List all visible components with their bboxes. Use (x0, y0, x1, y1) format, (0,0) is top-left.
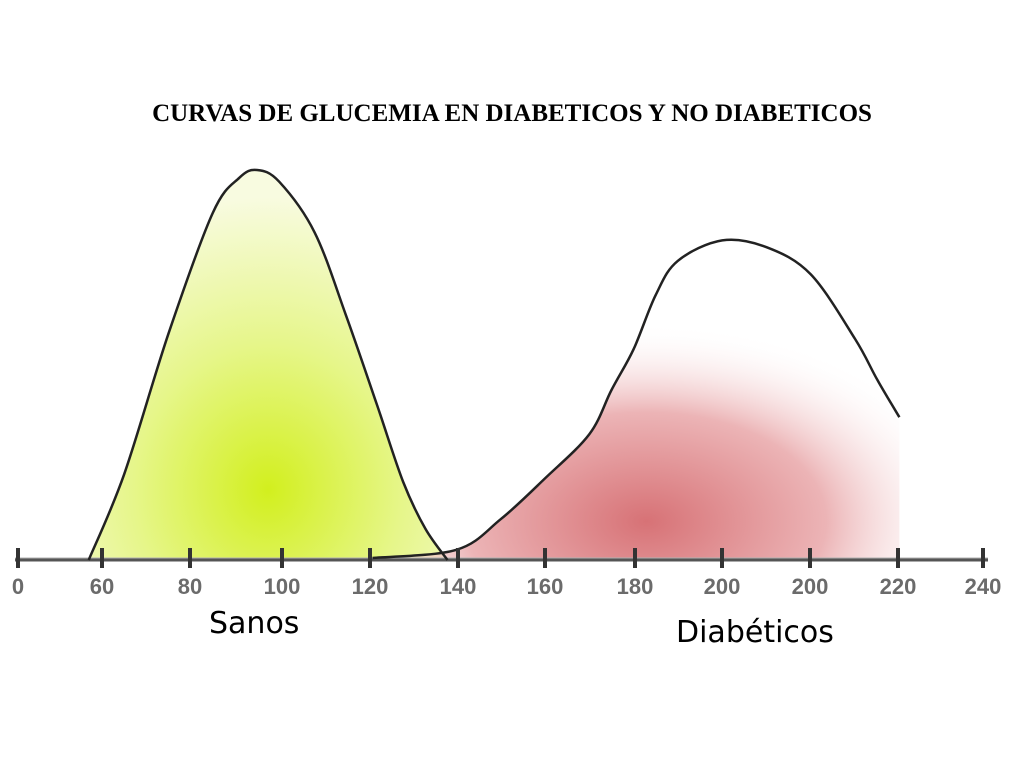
series-fill-diabeticos (372, 239, 900, 560)
x-tick-label: 60 (90, 574, 114, 599)
x-tick-label: 200 (704, 574, 741, 599)
x-tick-label: 100 (264, 574, 301, 599)
series-label-sanos: Sanos (209, 606, 300, 641)
x-tick-label: 180 (617, 574, 654, 599)
x-tick-label: 120 (352, 574, 389, 599)
x-tick-label: 200 (792, 574, 829, 599)
chart-title: CURVAS DE GLUCEMIA EN DIABETICOS Y NO DI… (152, 100, 872, 127)
x-tick-label: 140 (440, 574, 477, 599)
series-line-diabeticos (372, 238, 901, 560)
series-line-sanos (87, 168, 449, 561)
x-tick-label: 160 (527, 574, 564, 599)
x-tick-label: 80 (178, 574, 202, 599)
series-fill-sanos (88, 169, 448, 560)
x-tick-label: 220 (880, 574, 917, 599)
x-tick-label: 0 (12, 574, 24, 599)
series-label-diabeticos: Diabéticos (676, 615, 834, 650)
x-tick-label: 240 (965, 574, 1002, 599)
